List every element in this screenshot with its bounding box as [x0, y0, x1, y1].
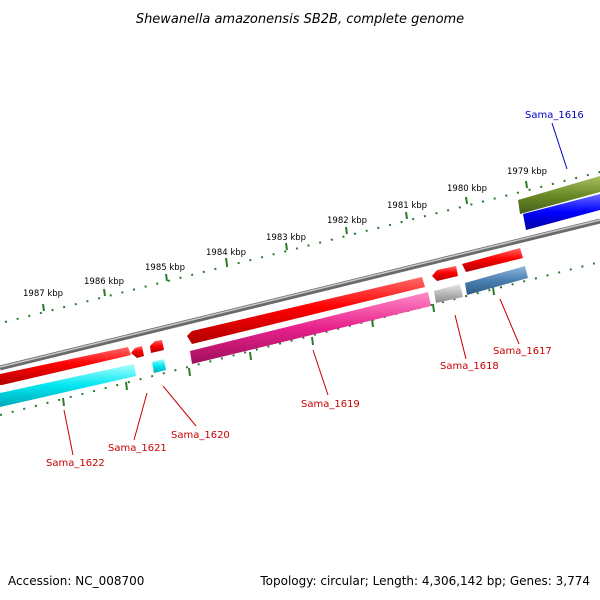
- kbp-major-tick: [371, 318, 374, 328]
- kbp-major-tick: [125, 381, 128, 391]
- cds-arrow-red[interactable]: [131, 346, 144, 358]
- kbp-label: 1980 kbp: [447, 184, 487, 194]
- kbp-major-tick: [62, 397, 65, 407]
- map-title: Shewanella amazonensis SB2B, complete ge…: [136, 12, 464, 27]
- cds-track-reverse: [0, 266, 528, 407]
- kbp-major-tick: [432, 303, 435, 313]
- label-leader: [162, 385, 197, 427]
- cds-gene-gray[interactable]: [434, 284, 463, 303]
- kbp-major-tick: [405, 211, 408, 220]
- gene-label-sama-1618[interactable]: Sama_1618: [440, 361, 499, 372]
- inner-tick-ring: [0, 261, 600, 416]
- outer-tick-ring: [4, 171, 600, 323]
- outer-tick-dots: [4, 171, 600, 323]
- kbp-label: 1982 kbp: [327, 216, 367, 226]
- gene-label-sama-1620[interactable]: Sama_1620: [171, 430, 230, 441]
- gene-label-sama-1622[interactable]: Sama_1622: [46, 458, 105, 469]
- gene-label-sama-1617[interactable]: Sama_1617: [493, 346, 552, 357]
- label-leader: [63, 409, 74, 456]
- cds-gene-blue[interactable]: [523, 194, 600, 230]
- kbp-major-tick: [285, 242, 288, 251]
- kbp-label: 1986 kbp: [84, 277, 124, 287]
- cds-gene-cyan[interactable]: [0, 364, 136, 407]
- kbp-major-tick: [225, 257, 228, 266]
- cds-track-forward: [0, 248, 523, 385]
- kbp-label: 1987 kbp: [23, 289, 63, 299]
- kbp-major-tick: [249, 351, 252, 361]
- kbp-labels: 1979 kbp 1980 kbp 1981 kbp 1982 kbp 1983…: [23, 167, 547, 299]
- kbp-major-tick: [492, 286, 495, 296]
- cds-gene-steel[interactable]: [465, 266, 528, 295]
- kbp-label: 1981 kbp: [387, 201, 427, 211]
- cds-arrow-red[interactable]: [432, 266, 458, 281]
- cds-arrow-red[interactable]: [150, 340, 164, 353]
- gene-label-sama-1616[interactable]: Sama_1616: [525, 110, 584, 121]
- kbp-major-tick: [465, 196, 468, 205]
- gene-label-sama-1619[interactable]: Sama_1619: [301, 399, 360, 410]
- inner-tick-dots: [0, 261, 600, 416]
- cds-arrow-red[interactable]: [462, 248, 523, 272]
- cds-gene-olive[interactable]: [518, 176, 600, 214]
- gene-labels: Sama_1616 Sama_1617 Sama_1618 Sama_1619 …: [46, 110, 584, 469]
- label-leader: [454, 314, 467, 360]
- cds-arrow-red[interactable]: [187, 277, 425, 344]
- kbp-label: 1984 kbp: [206, 248, 246, 258]
- kbp-label: 1979 kbp: [507, 167, 547, 177]
- cds-arrow-red[interactable]: [0, 347, 131, 385]
- kbp-major-tick: [311, 336, 314, 346]
- kbp-major-tick: [103, 288, 106, 297]
- kbp-label: 1985 kbp: [145, 263, 185, 273]
- kbp-major-tick: [165, 273, 168, 282]
- label-leader: [133, 392, 148, 441]
- cds-gene-cyan[interactable]: [152, 359, 166, 373]
- kbp-major-tick: [525, 180, 528, 189]
- genome-backbone: [0, 218, 600, 371]
- gc-track: [518, 176, 600, 230]
- kbp-major-tick: [188, 367, 191, 377]
- gene-label-sama-1621[interactable]: Sama_1621: [108, 443, 167, 454]
- kbp-major-tick: [42, 303, 45, 312]
- kbp-label: 1983 kbp: [266, 233, 306, 243]
- label-leader: [499, 298, 520, 345]
- label-leader: [551, 122, 568, 170]
- accession-text: Accession: NC_008700: [8, 574, 145, 588]
- cds-gene-pink[interactable]: [190, 292, 431, 364]
- label-leader: [312, 349, 329, 396]
- topology-text: Topology: circular; Length: 4,306,142 bp…: [260, 574, 590, 588]
- kbp-major-tick: [345, 226, 348, 235]
